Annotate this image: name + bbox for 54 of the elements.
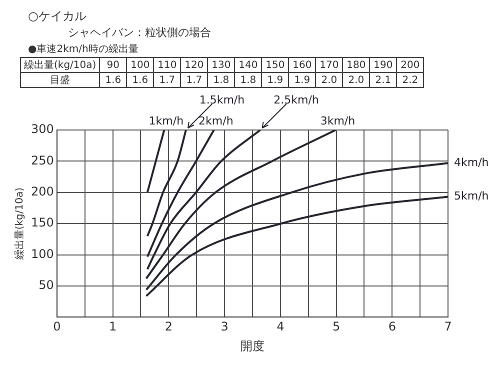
text: 目盛	[20, 72, 100, 88]
series-label: 1km/h	[148, 114, 184, 128]
y-tick-label: 150	[31, 216, 54, 230]
y-tick-label: 200	[31, 184, 54, 199]
text: 1.6	[100, 72, 127, 88]
text: 170	[316, 58, 343, 72]
text: 2.0	[342, 72, 370, 88]
series-label: 5km/h	[454, 190, 489, 203]
text: 1.9	[288, 72, 316, 88]
x-tick-label: 6	[388, 320, 396, 334]
text: 140	[234, 58, 262, 72]
series-label: 2km/h	[198, 114, 234, 128]
text: 120	[180, 58, 208, 72]
text: 1.8	[208, 72, 235, 88]
x-tick-label: 0	[53, 320, 61, 334]
text: 1.7	[154, 72, 181, 88]
text: 1.7	[180, 72, 208, 88]
text: 160	[288, 58, 316, 72]
text: 150	[262, 58, 289, 72]
series-label: 3km/h	[320, 114, 356, 128]
x-tick-label: 5	[332, 320, 340, 334]
text: 1.6	[126, 72, 154, 88]
text: 180	[342, 58, 370, 72]
text: 1.8	[234, 72, 262, 88]
text: 2.5km/h	[274, 93, 319, 106]
text: ●車速2km/h時の繰出量	[28, 42, 140, 56]
text: 90	[100, 58, 127, 72]
x-tick-label: 3	[220, 320, 228, 334]
y-tick-label: 300	[31, 122, 54, 136]
text: 110	[154, 58, 181, 72]
x-tick-label: 1	[108, 320, 117, 334]
text: 1.5km/h	[199, 93, 245, 106]
text: 2.2	[396, 72, 424, 88]
text: 2.1	[370, 72, 397, 88]
y-tick-label: 100	[31, 246, 54, 261]
text: 200	[396, 58, 424, 72]
text: 130	[208, 58, 235, 72]
y-tick-label: 50	[38, 278, 54, 292]
y-axis-title: 繰出量(kg/10a)	[14, 187, 26, 261]
text: 1.9	[262, 72, 289, 88]
text: 100	[126, 58, 154, 72]
text: 2.0	[316, 72, 343, 88]
x-tick-label: 4	[276, 320, 284, 334]
x-tick-label: 2	[164, 320, 172, 334]
y-tick-label: 250	[31, 153, 54, 168]
x-axis-title: 開度	[240, 338, 264, 353]
line-series	[145, 162, 448, 291]
text: 190	[370, 58, 397, 72]
text: 繰出量(kg/10a)	[20, 58, 100, 72]
chart-subtitle: シャヘイバン：粒状側の場合	[68, 25, 212, 40]
series-label: 4km/h	[454, 156, 489, 169]
x-tick-label: 7	[444, 320, 452, 334]
line-series	[145, 196, 448, 297]
chart-title: ○ケイカル	[28, 8, 88, 25]
